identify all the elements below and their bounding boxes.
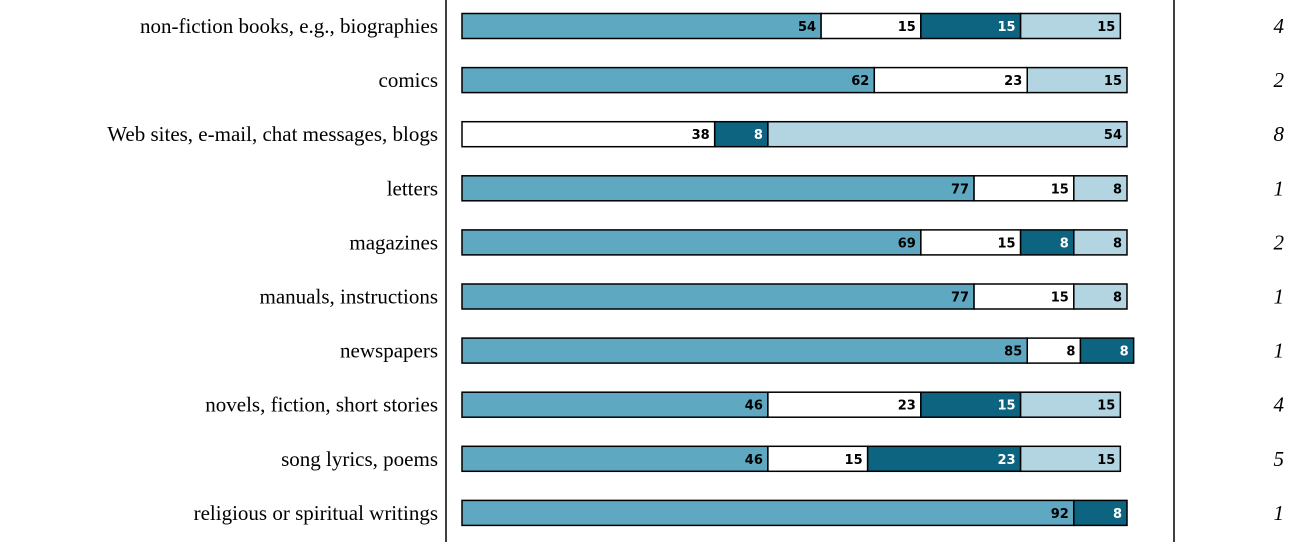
- bar-row: comics 62 23 15 2: [379, 66, 1285, 94]
- bar-segment: [461, 445, 769, 473]
- bar-segment: [1019, 12, 1122, 40]
- segment-value-label: 8: [1113, 507, 1122, 522]
- bar-segment: [461, 283, 975, 310]
- bar-segment: [461, 120, 716, 148]
- bar-segment: [1019, 391, 1122, 418]
- row-count-label: 8: [1274, 122, 1285, 146]
- segment-value-label: 8: [1113, 182, 1122, 197]
- segment-value-label: 8: [1120, 345, 1129, 360]
- bar-segment: [461, 66, 876, 94]
- row-count-label: 1: [1274, 176, 1285, 200]
- segment-value-label: 69: [898, 236, 916, 251]
- bar-segment: [767, 120, 1128, 148]
- bar-row: Web sites, e-mail, chat messages, blogs 3…: [107, 120, 1285, 148]
- bar-row: song lyrics, poems 46 15 23 15 5: [281, 445, 1285, 473]
- segment-value-label: 15: [1104, 74, 1122, 89]
- bar-segment: [1019, 445, 1122, 473]
- segment-value-label: 8: [1066, 345, 1075, 360]
- bar-segment: [1073, 229, 1128, 256]
- category-label: Web sites, e-mail, chat messages, blogs: [107, 122, 438, 146]
- segment-value-label: 54: [1104, 128, 1122, 143]
- segment-value-label: 15: [1097, 453, 1115, 468]
- segment-value-label: 62: [851, 74, 869, 89]
- segment-value-label: 8: [754, 128, 763, 143]
- segment-value-label: 15: [1051, 182, 1069, 197]
- segment-value-label: 15: [1097, 20, 1115, 35]
- bar-segment: [873, 66, 1028, 94]
- bar-row: novels, fiction, short stories 46 23 15 15 4: [205, 391, 1285, 418]
- segment-value-label: 8: [1060, 236, 1069, 251]
- bar-segment: [1073, 175, 1128, 202]
- bar-segment: [1026, 337, 1082, 364]
- segment-value-label: 38: [692, 128, 710, 143]
- category-label: religious or spiritual writings: [194, 501, 438, 525]
- category-label: manuals, instructions: [260, 285, 438, 309]
- category-label: non-fiction books, e.g., biographies: [140, 14, 438, 38]
- bar-segment: [461, 229, 922, 256]
- bar-segment: [713, 120, 769, 148]
- segment-value-label: 92: [1051, 507, 1069, 522]
- segment-value-label: 46: [745, 453, 763, 468]
- segment-value-label: 54: [798, 20, 816, 35]
- bar-segment: [973, 175, 1075, 202]
- row-count-label: 1: [1274, 285, 1285, 309]
- bar-row: letters 77 15 8 1: [387, 175, 1285, 202]
- bar-segment: [1079, 337, 1135, 364]
- bar-segment: [461, 12, 822, 40]
- row-count-label: 2: [1274, 68, 1285, 92]
- segment-value-label: 23: [1004, 74, 1022, 89]
- bar-segment: [461, 391, 769, 418]
- bar-segment: [461, 337, 1028, 364]
- segment-value-label: 15: [845, 453, 863, 468]
- bar-segment: [767, 391, 922, 418]
- row-count-label: 4: [1274, 393, 1285, 417]
- bar-segment: [866, 445, 1022, 473]
- category-label: newspapers: [340, 339, 438, 363]
- bar-segment: [920, 391, 1022, 418]
- bar-row: magazines 69 15 8 8 2: [349, 229, 1285, 256]
- bar-segment: [973, 283, 1075, 310]
- row-count-label: 5: [1274, 447, 1285, 471]
- segment-value-label: 23: [898, 399, 916, 414]
- row-count-label: 2: [1274, 230, 1285, 254]
- bar-segment: [1026, 66, 1128, 94]
- bar-row: manuals, instructions 77 15 8 1: [260, 283, 1285, 310]
- bar-row: non-fiction books, e.g., biographies 54 15…: [140, 12, 1285, 40]
- category-label: song lyrics, poems: [281, 447, 438, 471]
- segment-value-label: 15: [998, 20, 1016, 35]
- segment-value-label: 15: [998, 236, 1016, 251]
- segment-value-label: 23: [998, 453, 1016, 468]
- row-count-label: 1: [1274, 339, 1285, 363]
- category-label: magazines: [349, 230, 438, 254]
- bar-row: newspapers 85 8 8 1: [340, 337, 1285, 364]
- bar-row: religious or spiritual writings 92 8 1: [194, 499, 1285, 527]
- chart-rows: non-fiction books, e.g., biographies 54 15…: [107, 12, 1285, 527]
- segment-value-label: 15: [1051, 291, 1069, 306]
- bar-segment: [461, 175, 975, 202]
- segment-value-label: 15: [1097, 399, 1115, 414]
- row-count-label: 1: [1274, 501, 1285, 525]
- bar-segment: [920, 229, 1022, 256]
- segment-value-label: 8: [1113, 291, 1122, 306]
- segment-value-label: 15: [998, 399, 1016, 414]
- row-count-label: 4: [1274, 14, 1285, 38]
- bar-segment: [1073, 283, 1128, 310]
- category-label: letters: [387, 176, 438, 200]
- segment-value-label: 15: [898, 20, 916, 35]
- category-label: comics: [379, 68, 438, 92]
- segment-value-label: 85: [1004, 345, 1022, 360]
- bar-segment: [1019, 229, 1075, 256]
- segment-value-label: 77: [951, 182, 969, 197]
- segment-value-label: 46: [745, 399, 763, 414]
- segment-value-label: 8: [1113, 236, 1122, 251]
- category-label: novels, fiction, short stories: [205, 393, 438, 417]
- bar-segment: [461, 499, 1075, 527]
- segment-value-label: 77: [951, 291, 969, 306]
- bar-segment: [1073, 499, 1128, 527]
